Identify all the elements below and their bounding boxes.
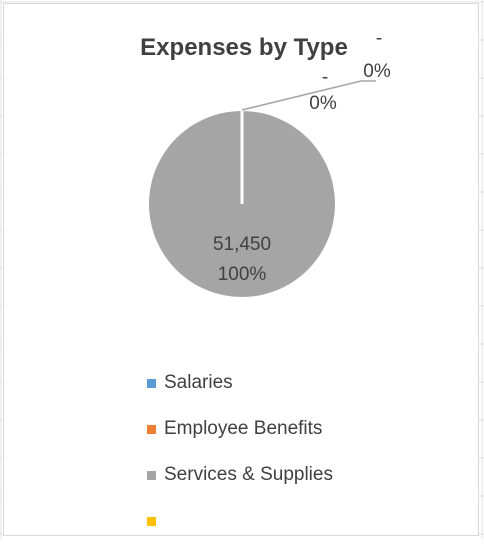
chart-title: Expenses by Type: [140, 34, 348, 61]
data-label-employee-benefits-value: -: [322, 67, 328, 88]
leader-line: [241, 80, 376, 111]
legend-swatch-employee-benefits: [147, 424, 156, 434]
data-label-employee-benefits-percent: 0%: [309, 93, 337, 114]
legend-item-salaries: Salaries: [147, 360, 447, 406]
data-label-services-supplies-value: 51,450: [213, 234, 271, 255]
pie-chart: Expenses by Type - 0% - 0% 51,450 100%: [140, 28, 391, 297]
chart-legend: Salaries Employee Benefits Services & Su…: [147, 360, 447, 544]
legend-label: Salaries: [164, 372, 233, 393]
legend-swatch-fourth-series: [147, 516, 156, 526]
legend-label: Services & Supplies: [164, 464, 333, 485]
legend-item-employee-benefits: Employee Benefits: [147, 406, 447, 452]
data-label-salaries-percent: 0%: [363, 61, 391, 82]
legend-item-services-supplies: Services & Supplies: [147, 452, 447, 498]
legend-swatch-services-supplies: [147, 470, 156, 480]
legend-label: Employee Benefits: [164, 418, 323, 439]
chart-area[interactable]: Expenses by Type - 0% - 0% 51,450 100% Salari…: [3, 3, 479, 536]
data-label-salaries-value: -: [376, 28, 382, 49]
data-label-services-supplies-percent: 100%: [218, 264, 267, 285]
legend-item-fourth-series: [147, 498, 447, 544]
legend-swatch-salaries: [147, 378, 156, 388]
